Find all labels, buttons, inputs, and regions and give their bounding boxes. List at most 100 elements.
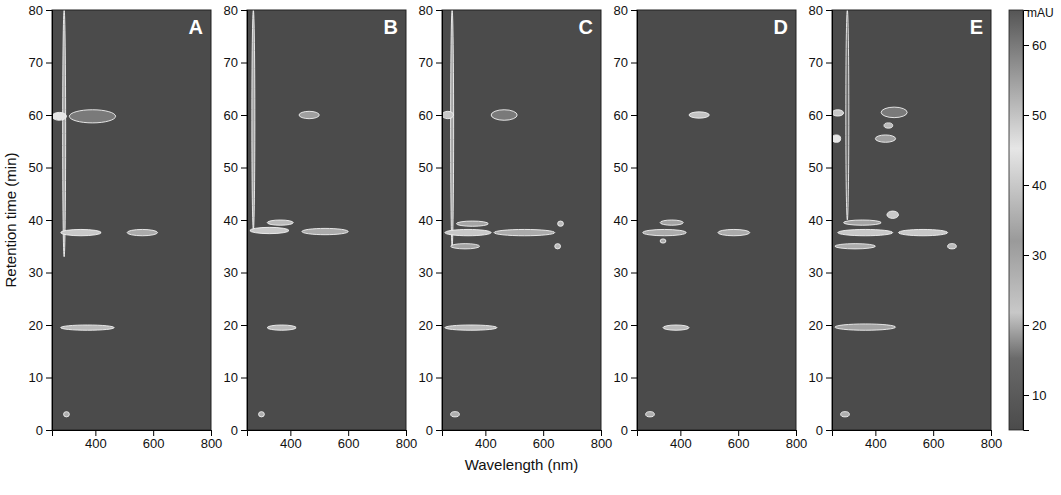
tick-mark (826, 273, 832, 274)
tick-label: 400 (85, 436, 107, 451)
panel-title: E (970, 16, 983, 38)
tick: 60 (614, 108, 637, 123)
axis: 10 20 30 40 50 60 (1023, 11, 1046, 431)
tick: 70 (809, 55, 832, 70)
panel: 40060080001020304050607080D (614, 3, 808, 452)
tick: 400 (475, 430, 497, 451)
tick-label: 10 (419, 370, 433, 385)
tick: 60 (809, 108, 832, 123)
peak (494, 229, 555, 235)
peak (63, 10, 66, 257)
tick: 20 (1023, 318, 1046, 333)
tick: 70 (224, 55, 247, 70)
tick-mark (241, 10, 247, 11)
tick-label: 70 (224, 55, 238, 70)
tick: 30 (224, 265, 247, 280)
tick-label: 20 (614, 318, 628, 333)
tick-mark (826, 10, 832, 11)
tick-label: 800 (396, 436, 418, 451)
tick-label: 0 (816, 423, 823, 438)
tick-label: 80 (614, 3, 628, 18)
panel-title: B (384, 16, 398, 38)
tick-label: 800 (591, 436, 613, 451)
peak (841, 412, 850, 417)
tick-mark (631, 378, 637, 379)
tick-mark (436, 430, 442, 431)
tick: 800 (786, 430, 808, 451)
tick-label: 40 (1032, 178, 1046, 193)
peak (643, 229, 686, 235)
tick: 10 (1023, 388, 1046, 403)
tick-label: 10 (29, 370, 43, 385)
tick-mark (631, 220, 637, 221)
tick-label: 0 (621, 423, 628, 438)
tick: 600 (533, 430, 555, 451)
plot-frame (832, 10, 991, 430)
axis: 01020304050607080 (809, 3, 833, 438)
tick-label: 40 (29, 213, 43, 228)
tick: 20 (419, 318, 442, 333)
tick-label: 50 (1032, 108, 1046, 123)
axis-line (46, 11, 53, 431)
tick-mark (46, 273, 52, 274)
axis: 01020304050607080 (614, 3, 638, 438)
tick: 400 (85, 430, 107, 451)
tick-mark (436, 273, 442, 274)
marks (52, 10, 158, 417)
tick-mark (1023, 325, 1029, 326)
tick: 50 (224, 160, 247, 175)
tick-label: 600 (338, 436, 360, 451)
peak (838, 229, 893, 235)
axis-line (638, 431, 797, 437)
tick-mark (1023, 255, 1029, 256)
peak (52, 112, 66, 120)
tick: 600 (728, 430, 750, 451)
peak (456, 221, 488, 226)
tick-label: 70 (614, 55, 628, 70)
peak (660, 239, 666, 243)
tick-label: 400 (865, 436, 887, 451)
tick: 60 (29, 108, 52, 123)
axis-line (1024, 11, 1030, 431)
tick-mark (631, 10, 637, 11)
tick-mark (348, 430, 349, 436)
tick-label: 30 (419, 265, 433, 280)
tick-label: 40 (809, 213, 823, 228)
tick-label: 400 (280, 436, 302, 451)
axis-line (436, 11, 443, 431)
tick: 70 (419, 55, 442, 70)
tick-label: 30 (224, 265, 238, 280)
tick: 10 (29, 370, 52, 385)
tick-mark (991, 430, 992, 436)
axis-line (826, 11, 833, 431)
peak (881, 107, 907, 118)
tick-mark (46, 168, 52, 169)
peak (887, 211, 899, 218)
tick: 10 (419, 370, 442, 385)
tick-mark (436, 115, 442, 116)
tick: 60 (1023, 38, 1046, 53)
tick: 30 (1023, 248, 1046, 263)
tick: 20 (29, 318, 52, 333)
tick: 0 (621, 423, 637, 438)
marks (643, 112, 750, 417)
peak (491, 110, 517, 121)
tick: 50 (29, 160, 52, 175)
tick: 30 (614, 265, 637, 280)
peak (835, 324, 896, 330)
tick: 50 (1023, 108, 1046, 123)
tick: 70 (614, 55, 637, 70)
tick-mark (290, 430, 291, 436)
tick: 80 (224, 3, 247, 18)
tick: 800 (591, 430, 613, 451)
peak (832, 110, 844, 116)
axis-line (443, 431, 602, 437)
axis-line (241, 11, 248, 431)
peak (689, 112, 709, 118)
tick-mark (543, 430, 544, 436)
peak (442, 111, 454, 118)
tick: 50 (419, 160, 442, 175)
plot-frame (442, 10, 601, 430)
tick-label: 80 (29, 3, 43, 18)
tick: 800 (396, 430, 418, 451)
